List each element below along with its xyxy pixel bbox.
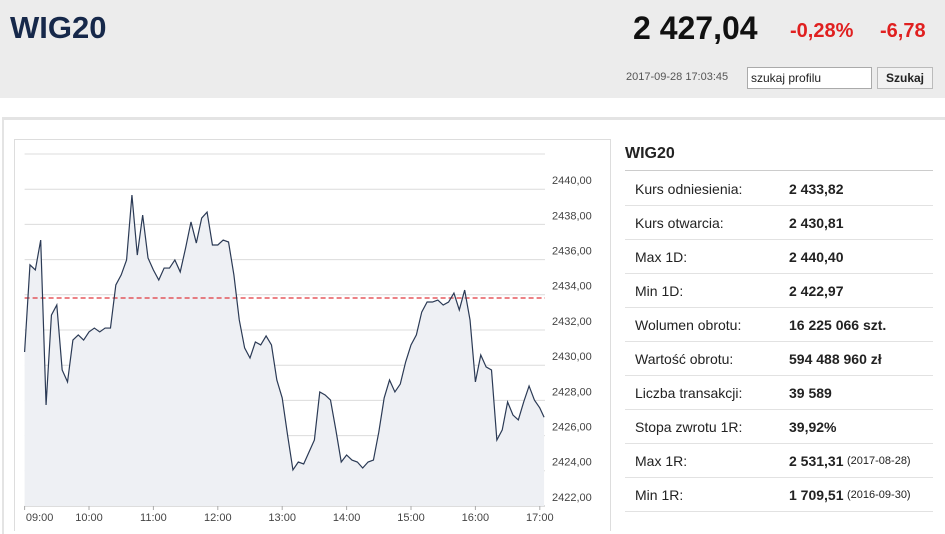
x-tick-label: 11:00	[140, 512, 167, 524]
title: WIG20	[10, 10, 107, 45]
table-row: Max 1D: 2 440,40	[625, 239, 933, 274]
change-abs: -6,78	[880, 20, 926, 42]
row-date: (2017-08-28)	[847, 455, 911, 467]
line	[24, 194, 545, 472]
y-tick-label: 2438,00	[552, 210, 592, 222]
change-pct: -0,28%	[790, 20, 854, 42]
table-row: Wartość obrotu: 594 488 960 zł	[625, 341, 933, 376]
row-value: 594 488 960 zł	[789, 351, 882, 367]
y-tick-label: 2436,00	[552, 246, 592, 258]
table-row: Min 1D: 2 422,97	[625, 273, 933, 308]
table-row: Wolumen obrotu: 16 225 066 szt.	[625, 307, 933, 342]
x-tick-label: 17:00	[526, 512, 554, 524]
row-label: Kurs otwarcia:	[635, 215, 724, 231]
row-label: Wartość obrotu:	[635, 351, 734, 367]
search-button[interactable]: Szukaj	[877, 67, 933, 89]
y-tick-label: 2428,00	[552, 386, 592, 398]
timestamp: 2017-09-28 17:03:45	[626, 71, 729, 83]
y-tick-label: 2440,00	[552, 175, 592, 187]
row-label: Wolumen obrotu:	[635, 317, 742, 333]
price: 2 427,04	[633, 10, 758, 46]
table-row: Max 1R: 2 531,31 (2017-08-28)	[625, 443, 933, 478]
row-value: 16 225 066 szt.	[789, 317, 887, 333]
y-tick-label: 2426,00	[552, 422, 592, 434]
row-date: (2016-09-30)	[847, 489, 911, 501]
x-tick-label: 14:00	[333, 512, 361, 524]
row-value: 2 430,81	[789, 215, 844, 231]
x-tick-label: 10:00	[75, 512, 103, 524]
row-value: 2 433,82	[789, 181, 844, 197]
x-tick-label: 16:00	[462, 512, 490, 524]
row-label: Liczba transakcji:	[635, 385, 743, 401]
row-value: 2 531,31	[789, 453, 844, 469]
row-label: Stopa zwrotu 1R:	[635, 419, 743, 435]
row-value: 39 589	[789, 385, 832, 401]
x-tick-label: 09:00	[26, 512, 54, 524]
row-value: 39,92%	[789, 419, 837, 435]
table-rule	[625, 170, 933, 171]
y-tick-label: 2430,00	[552, 351, 592, 363]
y-tick-label: 2422,00	[552, 492, 592, 504]
y-tick-label: 2424,00	[552, 457, 592, 469]
header: WIG20 2 427,04 -0,28% -6,78 2017-09-28 1…	[0, 0, 945, 98]
table-row: Min 1R: 1 709,51 (2016-09-30)	[625, 477, 933, 512]
row-label: Min 1D:	[635, 283, 684, 299]
row-label: Max 1R:	[635, 453, 688, 469]
y-tick-label: 2434,00	[552, 281, 592, 293]
x-tick-label: 12:00	[204, 512, 232, 524]
y-tick-label: 2432,00	[552, 316, 592, 328]
row-label: Min 1R:	[635, 487, 684, 503]
table-row: Kurs otwarcia: 2 430,81	[625, 205, 933, 240]
row-label: Kurs odniesienia:	[635, 181, 743, 197]
row-value: 2 422,97	[789, 283, 844, 299]
panel	[2, 117, 945, 534]
row-label: Max 1D:	[635, 249, 688, 265]
chart: 2422,00 2424,00 2426,00 2428,00 2430,00 2432,…	[14, 139, 611, 531]
table-row: Stopa zwrotu 1R: 39,92%	[625, 409, 933, 444]
x-tick-label: 15:00	[397, 512, 425, 524]
row-value: 1 709,51	[789, 487, 844, 503]
table-row: Kurs odniesienia: 2 433,82	[625, 171, 933, 206]
table-row: Liczba transakcji: 39 589	[625, 375, 933, 410]
search-input[interactable]: szukaj profilu	[747, 67, 872, 89]
table-title: WIG20	[625, 145, 675, 162]
x-tick-label: 13:00	[268, 512, 296, 524]
row-value: 2 440,40	[789, 249, 844, 265]
